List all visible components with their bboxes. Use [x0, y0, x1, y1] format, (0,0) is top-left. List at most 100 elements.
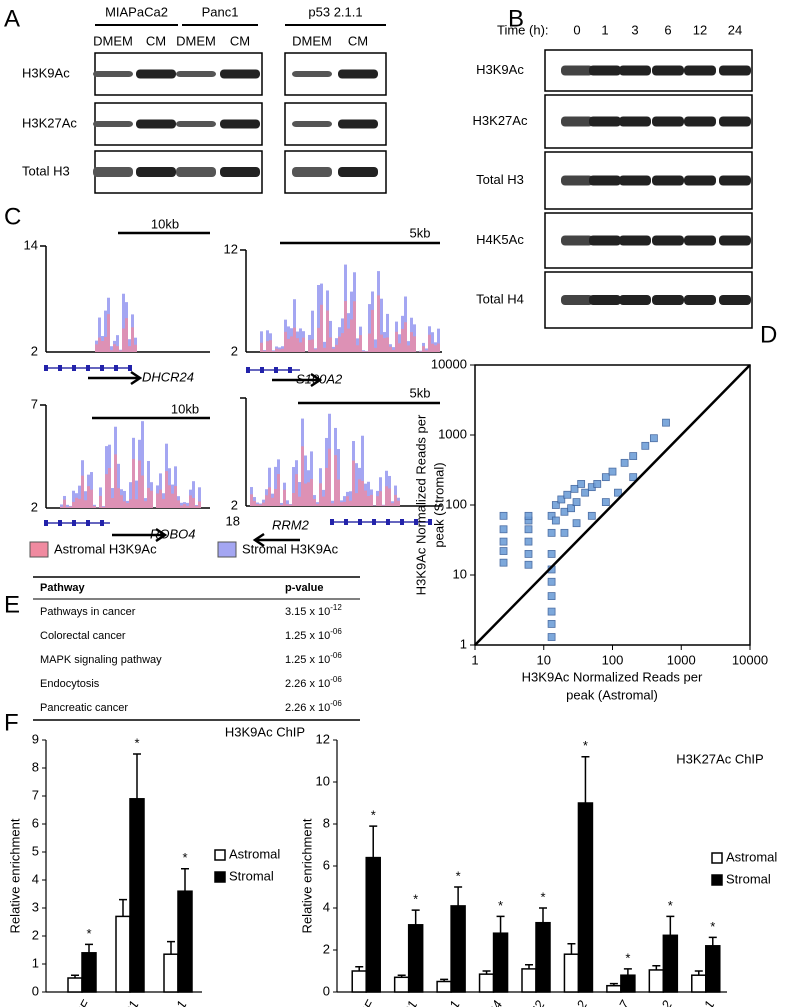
coverage-stromal — [266, 330, 269, 352]
coverage-astromal — [72, 501, 75, 508]
x-tick-label: DHCR7 — [598, 997, 633, 1007]
point — [499, 558, 508, 567]
coverage-astromal — [113, 344, 116, 352]
coverage-astromal — [397, 500, 400, 506]
coverage-astromal — [316, 503, 319, 506]
time-value: 1 — [601, 22, 608, 37]
legend-label: Stromal — [726, 871, 771, 886]
point — [547, 607, 556, 616]
significance-marker: * — [182, 850, 187, 865]
coverage-astromal — [359, 335, 362, 352]
coverage-astromal — [374, 347, 377, 352]
point — [499, 525, 508, 534]
p-value-exponent: -06 — [330, 675, 342, 684]
bar — [81, 952, 97, 993]
coverage-stromal — [122, 293, 125, 352]
y-tick-label: 0 — [32, 983, 39, 998]
panel-label: B — [508, 5, 524, 32]
panel-label: C — [4, 203, 21, 230]
row-label: H4K5Ac — [476, 232, 524, 247]
coverage-astromal — [347, 328, 350, 352]
x-tick-label: S100A2 — [555, 997, 590, 1007]
bar — [563, 953, 580, 993]
y-tick-label: 3 — [32, 899, 39, 914]
coverage-astromal — [101, 340, 104, 352]
point — [524, 525, 533, 534]
exon — [44, 520, 48, 526]
p-value-exponent: -12 — [330, 603, 342, 612]
coverage-astromal — [410, 332, 413, 352]
error-bar — [454, 886, 463, 906]
coverage-astromal — [99, 495, 102, 508]
exon — [344, 519, 348, 525]
blot-band — [589, 116, 621, 127]
coverage-astromal — [280, 504, 283, 506]
blot-band — [136, 167, 176, 177]
coverage-astromal — [428, 334, 431, 352]
coverage-astromal — [268, 487, 271, 506]
coverage-astromal — [117, 488, 120, 508]
exon — [260, 367, 264, 373]
bar — [163, 953, 179, 993]
exon — [72, 520, 76, 526]
coverage-stromal — [373, 505, 376, 506]
blot-band — [684, 65, 716, 76]
blot-band — [684, 235, 716, 246]
coverage-stromal — [362, 350, 365, 352]
coverage-stromal — [186, 502, 189, 508]
blot-band — [684, 175, 716, 186]
point — [567, 504, 576, 513]
coverage-astromal — [346, 496, 349, 506]
row-label: H3K9Ac — [476, 62, 524, 77]
error-bar — [181, 868, 189, 892]
significance-marker: * — [668, 898, 673, 913]
error-bar — [496, 915, 505, 934]
x-tick-label: UPP1 — [391, 998, 420, 1007]
coverage-astromal — [60, 506, 63, 508]
coverage-astromal — [98, 337, 101, 352]
coverage-astromal — [95, 344, 98, 352]
coverage-stromal — [104, 310, 107, 352]
significance-marker: * — [498, 898, 503, 913]
p-value-base: 2.26 x 10 — [285, 678, 330, 690]
exon — [100, 365, 104, 371]
pathway-name: Endocytosis — [40, 678, 100, 690]
blot-band — [292, 71, 332, 77]
coverage-astromal — [293, 327, 296, 352]
coverage-stromal — [66, 504, 69, 508]
y-axis-title: Relative enrichment — [7, 818, 22, 933]
coverage-stromal — [374, 339, 377, 352]
y-tick-label: 2 — [32, 927, 39, 942]
p-value-base: 2.26 x 10 — [285, 702, 330, 714]
blot-band — [561, 295, 593, 305]
row-label: H3K9Ac — [22, 65, 70, 80]
coverage-astromal — [104, 336, 107, 352]
coverage-astromal — [323, 347, 326, 352]
point — [547, 577, 556, 586]
group-label: p53 2.1.1 — [308, 4, 362, 19]
point — [560, 507, 569, 516]
coverage-astromal — [287, 338, 290, 352]
coverage-stromal — [425, 348, 428, 352]
gene-name: S100A2 — [296, 371, 343, 386]
track-min: 2 — [231, 343, 238, 358]
exon — [86, 520, 90, 526]
bar — [478, 973, 495, 993]
coverage-astromal — [398, 343, 401, 352]
chart-title: H3K27Ac ChIP — [676, 751, 763, 766]
coverage-stromal — [323, 341, 326, 352]
coverage-astromal — [278, 349, 281, 352]
coverage-astromal — [322, 496, 325, 506]
coverage-astromal — [183, 504, 186, 508]
coverage-astromal — [332, 348, 335, 352]
track-max: 7 — [31, 396, 38, 411]
gene-name: RRM2 — [272, 517, 310, 532]
coverage-astromal — [107, 314, 110, 352]
error-bar — [708, 936, 717, 946]
coverage-stromal — [310, 451, 313, 506]
coverage-astromal — [371, 309, 374, 352]
blot-band — [338, 167, 378, 177]
coverage-astromal — [123, 501, 126, 508]
point — [551, 501, 560, 509]
coverage-astromal — [310, 478, 313, 506]
